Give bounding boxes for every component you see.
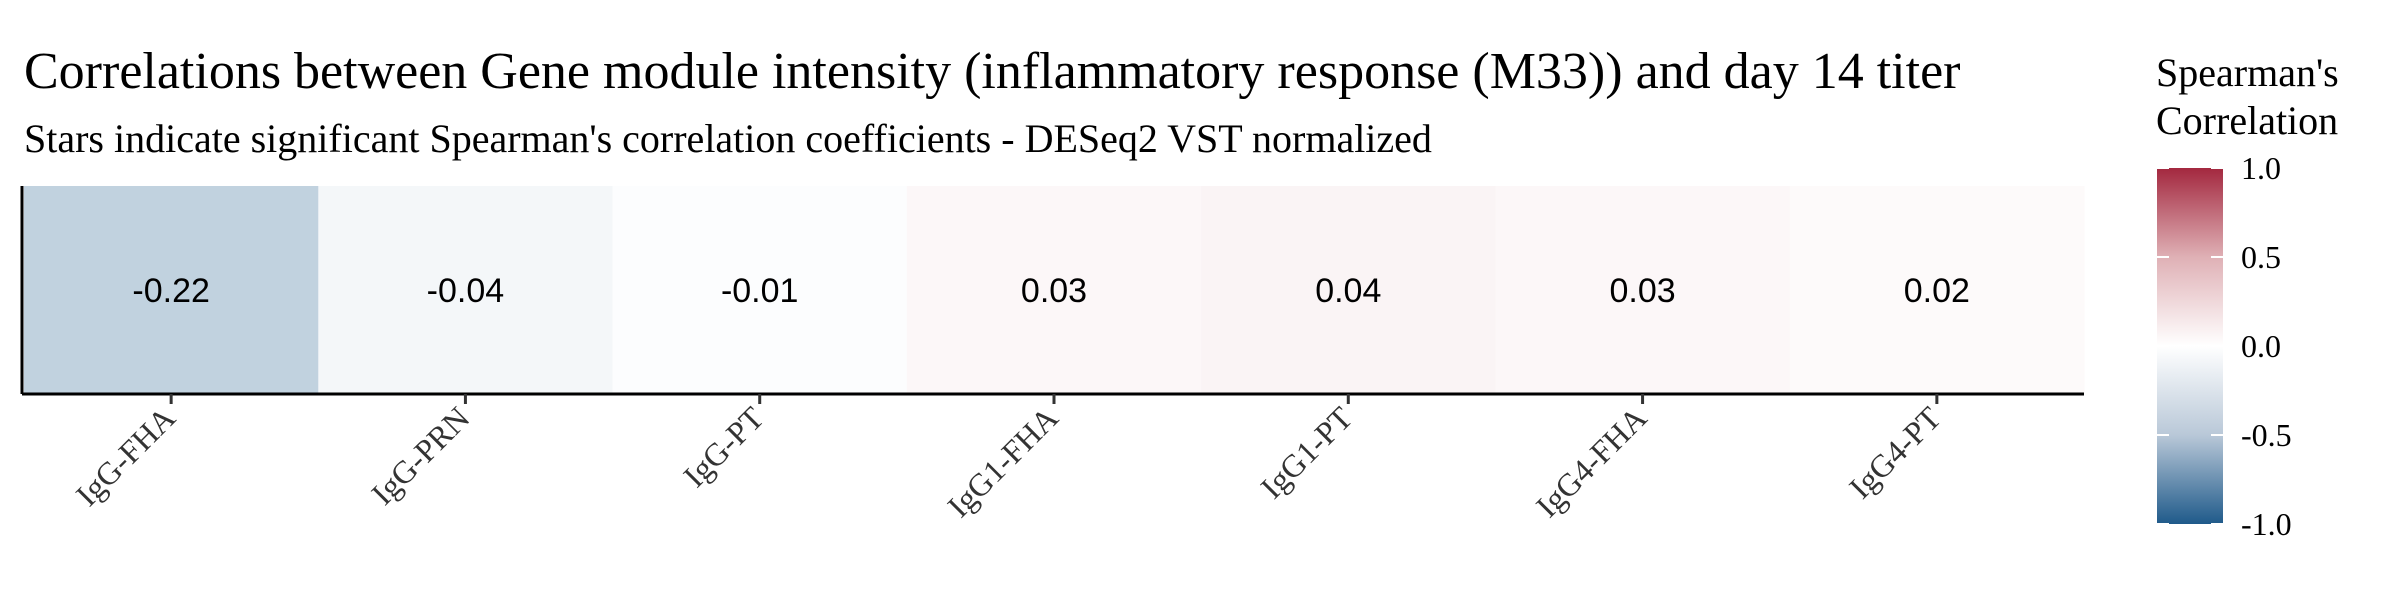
legend-tick-label-1: 0.5 [2241,239,2281,275]
chart-subtitle: Stars indicate significant Spearman's co… [24,116,1432,161]
legend-title-line2: Correlation [2156,98,2338,143]
x-tick-label-igg1-pt: IgG1-PT [1253,399,1359,505]
cell-value-label-igg1-pt: 0.04 [1315,272,1381,310]
x-tick-label-igg-fha: IgG-FHA [69,399,182,512]
x-tick-label-igg4-fha: IgG4-FHA [1529,399,1654,524]
x-tick-label-igg1-fha: IgG1-FHA [940,399,1065,524]
cell-value-label-igg4-fha: 0.03 [1609,272,1675,310]
legend-tick-label-2: 0.0 [2241,328,2281,364]
cell-value-label-igg-fha: -0.22 [132,272,210,310]
cell-value-label-igg-prn: -0.04 [427,272,505,310]
heatmap-cell-igg-fha [24,186,319,394]
cell-value-label-igg4-pt: 0.02 [1904,272,1970,310]
heatmap-cell-igg4-fha [1495,186,1791,394]
x-tick-label-igg-prn: IgG-PRN [364,399,476,511]
heatmap-cell-igg-pt [612,186,908,394]
cell-value-label-igg1-fha: 0.03 [1021,272,1087,310]
legend-ticks [2157,167,2223,525]
heatmap-cells [24,186,2085,394]
legend-tick-label-4: -1.0 [2241,506,2292,542]
heatmap-cell-labels: -0.22 -0.04 -0.01 0.03 0.04 0.03 0.02 [132,272,1970,310]
legend-title-line1: Spearman's [2156,50,2339,95]
cell-value-label-igg-pt: -0.01 [721,272,799,310]
heatmap-cell-igg1-pt [1201,186,1496,394]
x-axis-tick-labels: IgG-FHA IgG-PRN IgG-PT IgG1-FHA IgG1-PT IgG4-… [69,399,1948,524]
legend-tick-label-3: -0.5 [2241,417,2292,453]
x-tick-label-igg-pt: IgG-PT [676,399,771,494]
heatmap-cell-igg-prn [318,186,614,394]
legend-tick-labels: 1.0 0.5 0.0 -0.5 -1.0 [2241,150,2292,542]
x-axis-ticks [169,394,1939,404]
heatmap-cell-igg1-fha [906,186,1202,394]
x-tick-label-igg4-pt: IgG4-PT [1842,399,1948,505]
legend-tick-label-0: 1.0 [2241,150,2281,186]
heatmap-cell-igg4-pt [1789,186,2085,394]
chart-title: Correlations between Gene module intensi… [24,43,1960,100]
